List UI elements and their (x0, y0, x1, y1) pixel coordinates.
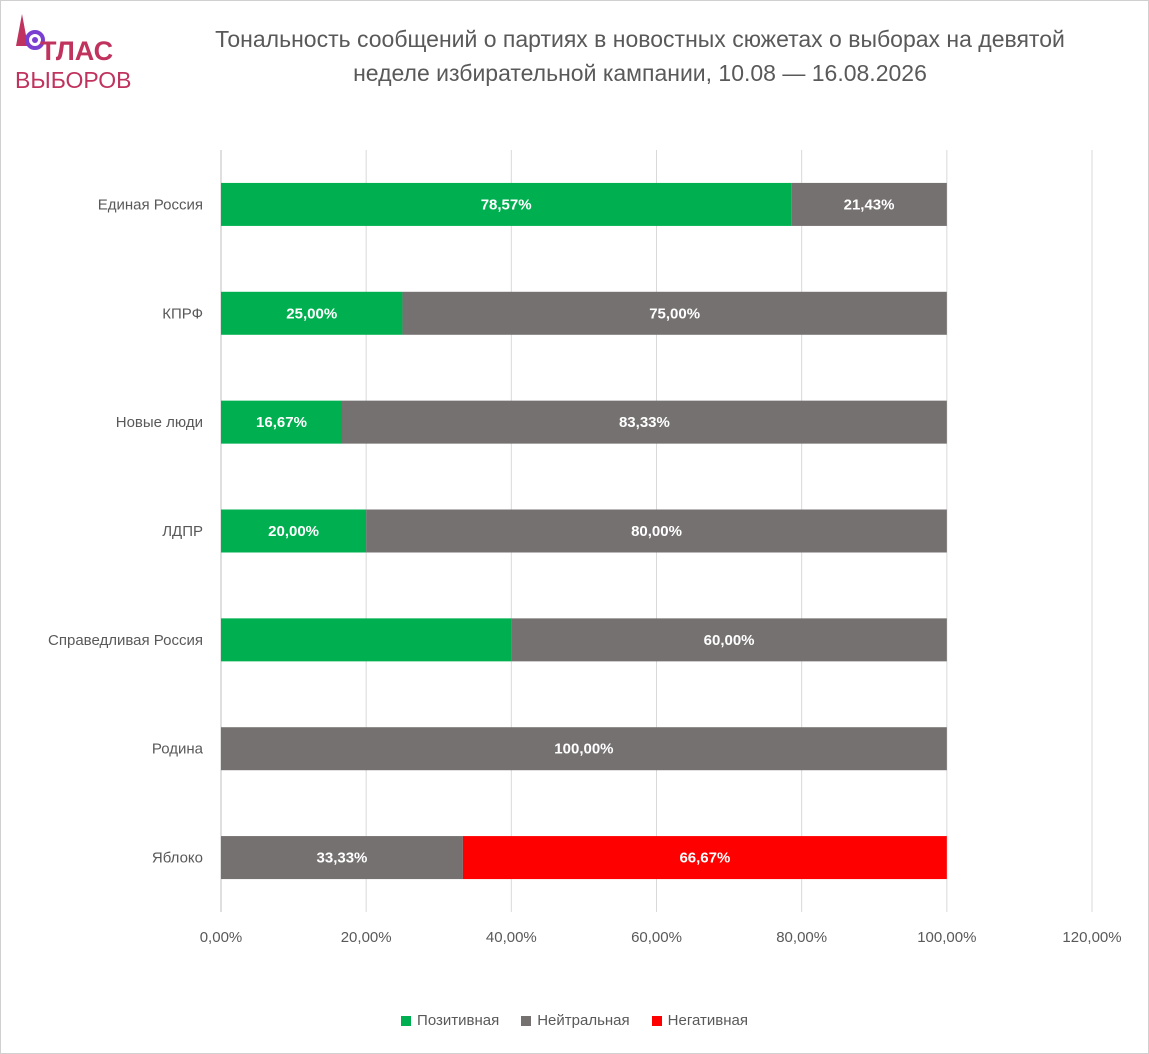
data-label: 75,00% (649, 305, 700, 322)
bar-segment (511, 618, 947, 662)
chart-title: Тональность сообщений о партиях в новост… (215, 26, 1065, 86)
bar-segment (791, 182, 947, 226)
legend-item: Позитивная (401, 1012, 499, 1029)
bar-segment (221, 727, 947, 771)
x-tick-label: 0,00% (200, 929, 243, 946)
data-label: 25,00% (286, 305, 337, 322)
legend-swatch (651, 1015, 662, 1026)
bar-segment (221, 182, 792, 226)
bar-segment (402, 291, 947, 335)
x-tick-label: 80,00% (776, 929, 827, 946)
category-label: Справедливая Россия (48, 632, 203, 649)
x-tick-label: 40,00% (486, 929, 537, 946)
data-label: 80,00% (631, 523, 682, 540)
data-label: 78,57% (481, 196, 532, 213)
data-label: 66,67% (679, 850, 730, 867)
bar-segment (221, 400, 342, 444)
data-label: 83,33% (619, 414, 670, 431)
legend-label: Негативная (667, 1012, 748, 1029)
legend-item: Негативная (651, 1012, 748, 1029)
x-tick-label: 20,00% (341, 929, 392, 946)
logo-bottom-text: ВЫБОРОВ (15, 67, 132, 93)
bar-segment (221, 509, 367, 553)
legend-label: Нейтральная (537, 1012, 630, 1029)
legend-swatch (521, 1015, 532, 1026)
bar-segment (221, 291, 403, 335)
logo-top-text: ТЛАС (40, 36, 114, 66)
atlas-logo: ТЛАС ВЫБОРОВ (14, 14, 144, 93)
category-label: Родина (152, 741, 204, 758)
bar-segment (221, 618, 512, 662)
bar-segment (366, 509, 947, 553)
data-label: 20,00% (268, 523, 319, 540)
data-label: 16,67% (256, 414, 307, 431)
logo-mark-icon (16, 14, 45, 50)
x-tick-label: 60,00% (631, 929, 682, 946)
category-label: Единая Россия (98, 196, 203, 213)
category-label: ЛДПР (162, 523, 203, 540)
data-label: 100,00% (554, 741, 613, 758)
bar-segment (341, 400, 947, 444)
legend-swatch (401, 1015, 412, 1026)
category-label: Яблоко (152, 850, 203, 867)
chart-legend: Позитивная Нейтральная Негативная (0, 1012, 1149, 1029)
bar-segment (221, 836, 463, 880)
bar-segment (462, 836, 947, 880)
data-label: 33,33% (317, 850, 368, 867)
x-tick-label: 100,00% (917, 929, 976, 946)
x-tick-label: 120,00% (1062, 929, 1121, 946)
data-label: 21,43% (844, 196, 895, 213)
data-label: 60,00% (704, 632, 755, 649)
stacked-bar-chart: 0,00% 20,00% 40,00% 60,00% 80,00% 100,00% 120,… (48, 150, 1122, 946)
category-label: Новые люди (116, 414, 203, 431)
category-label: КПРФ (162, 305, 203, 322)
legend-label: Позитивная (417, 1012, 500, 1029)
legend-item: Нейтральная (521, 1012, 630, 1029)
